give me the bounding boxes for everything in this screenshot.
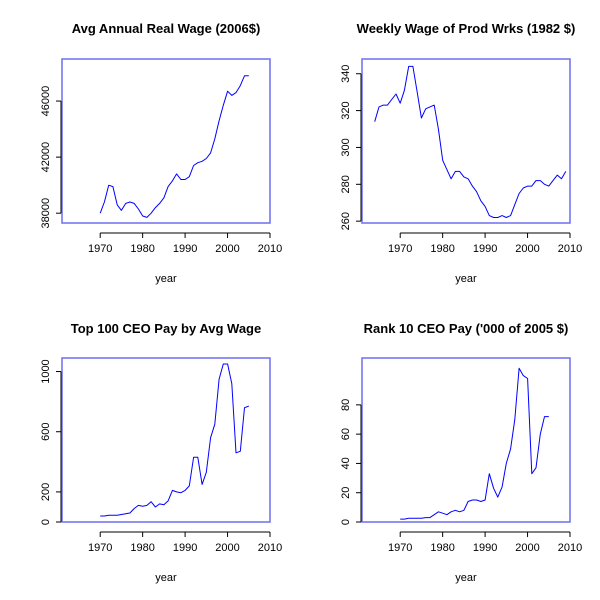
chart-panel-1: Avg Annual Real Wage (2006$) 1970 1980 1990…	[40, 21, 282, 285]
y-tick-label: 1000	[40, 359, 52, 383]
x-tick-label: 1980	[430, 542, 454, 554]
y-tick-label: 200	[40, 483, 52, 501]
x-axis-label: year	[155, 273, 177, 285]
x-axis-label: year	[455, 273, 477, 285]
x-tick-label: 1980	[130, 542, 154, 554]
series-line-1	[374, 65, 567, 218]
x-tick-label: 2000	[215, 243, 239, 255]
x-tick-label: 2000	[215, 542, 239, 554]
x-tick-label: 1990	[173, 243, 197, 255]
chart-panel-4: Rank 10 CEO Pay ('000 of 2005 $) 1970 1980…	[340, 321, 582, 584]
y-tick-label: 42000	[40, 142, 52, 173]
plot-frame	[61, 357, 271, 523]
x-tick-label: 1990	[473, 243, 497, 255]
x-tick-label: 2000	[515, 542, 539, 554]
y-tick-label: 0	[40, 519, 52, 525]
y-tick-label: 80	[340, 399, 352, 411]
y-tick-label: 300	[340, 138, 352, 156]
x-tick-label: 1970	[388, 542, 412, 554]
x-tick-label: 1970	[88, 243, 112, 255]
x-axis-label: year	[155, 572, 177, 584]
chart-title: Top 100 CEO Pay by Avg Wage	[71, 321, 261, 336]
plot-frame	[361, 58, 571, 224]
chart-title: Rank 10 CEO Pay ('000 of 2005 $)	[364, 321, 569, 336]
chart-title: Weekly Wage of Prod Wrks (1982 $)	[357, 21, 576, 36]
y-tick-label: 60	[340, 428, 352, 440]
x-tick-label: 1980	[130, 243, 154, 255]
x-tick-label: 1990	[473, 542, 497, 554]
x-tick-label: 1970	[88, 542, 112, 554]
y-tick-label: 340	[340, 65, 352, 83]
y-tick-label: 46000	[40, 86, 52, 117]
y-tick-label: 320	[340, 101, 352, 119]
y-tick-label: 600	[40, 423, 52, 441]
x-tick-label: 2000	[515, 243, 539, 255]
y-tick-label: 40	[340, 457, 352, 469]
x-tick-label: 2010	[258, 243, 282, 255]
x-axis-label: year	[455, 572, 477, 584]
series-line-1	[99, 75, 249, 218]
y-tick-label: 280	[340, 175, 352, 193]
chart-title: Avg Annual Real Wage (2006$)	[72, 21, 261, 36]
x-tick-label: 2010	[258, 542, 282, 554]
y-tick-label: 260	[340, 212, 352, 230]
plot-frame	[61, 58, 271, 224]
chart-panel-3: Top 100 CEO Pay by Avg Wage 1970 1980 1990 2…	[40, 321, 282, 584]
chart-panel-2: Weekly Wage of Prod Wrks (1982 $) 1970 198…	[340, 21, 582, 285]
x-tick-label: 1980	[430, 243, 454, 255]
y-tick-label: 20	[340, 487, 352, 499]
x-tick-label: 1990	[173, 542, 197, 554]
x-tick-label: 1970	[388, 243, 412, 255]
y-tick-label: 38000	[40, 198, 52, 229]
plot-frame	[361, 357, 571, 523]
x-tick-label: 2010	[558, 542, 582, 554]
y-tick-label: 0	[340, 519, 352, 525]
series-line-1	[400, 367, 549, 520]
x-tick-label: 2010	[558, 243, 582, 255]
series-line-1	[100, 363, 249, 517]
